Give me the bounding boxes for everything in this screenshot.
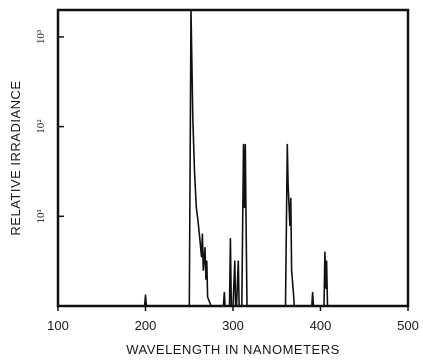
x-tick-label: 500 [397, 318, 419, 333]
x-tick-label: 300 [222, 318, 244, 333]
x-tick-label: 400 [310, 318, 332, 333]
y-tick-label: 10² [35, 119, 47, 134]
x-axis-ticks: 100 200 300 400 500 [47, 306, 419, 333]
y-axis-title: RELATIVE IRRADIANCE [8, 80, 23, 235]
y-tick-label: 10³ [35, 29, 47, 44]
spectrum-series-line [58, 10, 408, 306]
plot-frame [58, 10, 408, 306]
y-axis-ticks: 10¹ 10² 10³ [35, 29, 64, 223]
chart-marks [58, 10, 408, 306]
y-tick-label: 10¹ [35, 209, 47, 223]
x-axis-title: WAVELENGTH IN NANOMETERS [126, 342, 340, 357]
x-tick-label: 200 [135, 318, 157, 333]
x-tick-label: 100 [47, 318, 69, 333]
